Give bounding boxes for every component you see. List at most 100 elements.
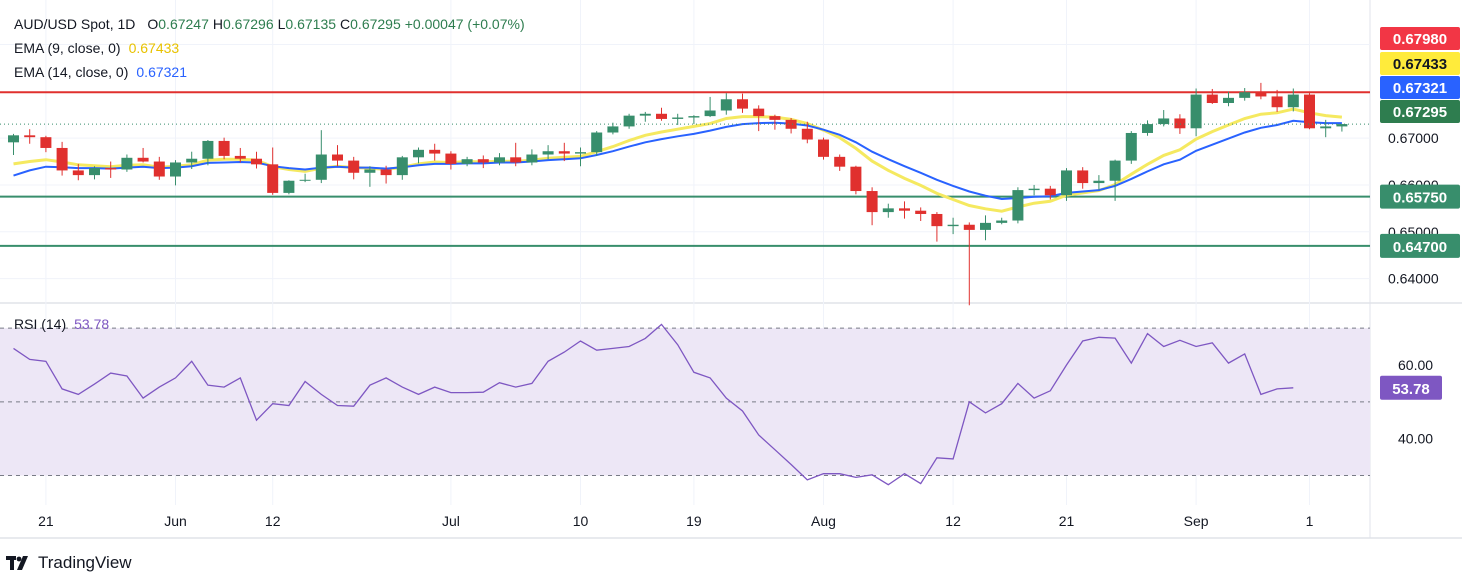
ema9-line [13,107,1343,213]
candle-down [737,99,748,109]
candle-down [153,161,165,177]
candle-down [477,159,489,163]
candle-up [1125,132,1137,161]
x-tick-label: 12 [265,513,281,529]
ema9-legend[interactable]: EMA (9, close, 0) 0.67433 [14,40,183,56]
ohlc-legend: AUD/USD Spot, 1D O0.67247 H0.67296 L0.67135… [14,16,529,32]
x-tick-label: 21 [1059,513,1075,529]
candle-up [121,157,133,170]
tradingview-logo[interactable]: TradingView [6,553,132,573]
candle-down [267,164,279,193]
candle-up [494,157,505,163]
ema9-label: EMA (9, close, 0) [14,40,121,56]
candle-down [1206,94,1218,104]
candle-down [656,113,667,119]
candle-down [834,156,846,167]
candle-up [542,151,554,155]
candle-down [915,210,927,214]
support-price-label-bg [1380,184,1460,209]
candle-down [801,128,813,140]
candle-down [72,170,84,176]
ema9-value: 0.67433 [128,40,180,56]
candle-down [1077,170,1089,184]
candle-up [1028,188,1040,191]
x-tick-label: 21 [38,513,54,529]
x-tick-label: 1 [1306,513,1314,529]
candle-up [639,113,651,116]
candle-up [315,154,327,180]
change-value: +0.00047 (+0.07%) [404,16,525,32]
candle-up [283,180,295,193]
candle-up [1158,118,1170,125]
ema14-price-label: 0.67321 [1393,80,1447,97]
candle-down [251,158,262,165]
close-label: C [340,16,351,32]
candle-up [1223,97,1234,104]
ema14-price-label-bg [1380,76,1460,99]
candle-up [396,157,408,176]
candle-down [380,169,392,176]
candle-down [445,153,457,164]
close-price-label-bg [1380,100,1460,123]
candle-down [818,139,829,157]
candle-up [186,158,198,163]
brand-name: TradingView [38,553,132,572]
candle-up [947,224,959,227]
ema14-label: EMA (14, close, 0) [14,64,129,80]
candle-down [850,166,862,192]
candle-down [1044,188,1056,196]
rsi-legend[interactable]: RSI (14) 53.78 [14,316,113,332]
x-tick-label: 12 [945,513,961,529]
support-price-label: 0.64700 [1393,239,1447,256]
support-price-label: 0.65750 [1393,190,1447,207]
candle-up [623,115,635,127]
candle-down [40,137,52,148]
candle-up [980,222,991,230]
candle-down [429,149,441,154]
resistance-price-label-bg [1380,27,1460,50]
open-label: O [147,16,159,32]
candle-up [1061,170,1072,196]
x-tick-label: 19 [686,513,702,529]
candle-down [1271,96,1283,108]
ema9-price-label-bg [1380,52,1460,75]
candle-up [996,220,1008,223]
candle-down [753,108,765,117]
candle-up [1320,126,1332,129]
x-tick-label: Jun [164,513,187,529]
x-tick-label: Jul [442,513,460,529]
rsi-value-label: 53.78 [1392,381,1430,398]
candle-down [348,160,360,173]
rsi-line [13,323,1294,486]
candle-down [963,224,975,230]
candle-down [769,116,781,120]
candle-up [1287,94,1299,108]
candle-down [1174,118,1186,129]
high-value: 0.67296 [223,16,274,32]
candle-up [575,152,586,154]
symbol-title[interactable]: AUD/USD Spot, 1D [14,16,136,32]
candle-down [931,213,943,227]
candle-up [607,126,619,133]
candle-down [1304,94,1315,129]
candle-down [105,168,117,170]
x-tick-label: 10 [573,513,589,529]
rsi-label: RSI (14) [14,316,67,332]
candle-down [1255,92,1267,97]
close-value: 0.67295 [350,16,401,32]
candle-down [24,135,36,138]
candle-up [591,132,603,153]
candle-down [56,147,68,171]
rsi-legend-value: 53.78 [74,316,110,332]
ema14-legend[interactable]: EMA (14, close, 0) 0.67321 [14,64,191,80]
candle-up [882,208,894,213]
candle-up [170,162,181,177]
candle-down [137,157,149,162]
candle-down [899,208,910,211]
candle-up [1239,92,1251,98]
tradingview-mark-icon [6,556,28,570]
rsi-band-fill [0,328,1370,476]
candle-up [672,117,684,119]
rsi-tick-label: 40.00 [1398,431,1433,447]
